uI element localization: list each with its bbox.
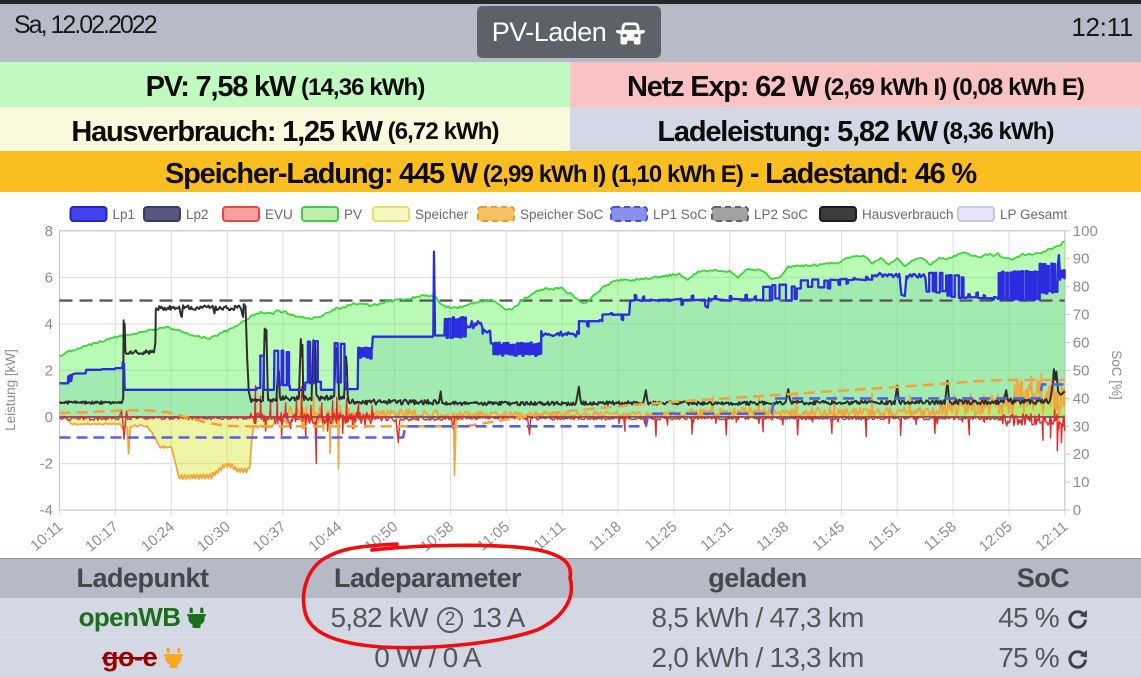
svg-text:-4: -4 <box>40 502 53 519</box>
svg-text:11:58: 11:58 <box>921 518 960 554</box>
svg-text:Leistung [kW]: Leistung [kW] <box>3 349 18 431</box>
svg-text:LP2 SoC: LP2 SoC <box>754 207 808 222</box>
svg-text:10:11: 10:11 <box>27 518 66 554</box>
svg-text:6: 6 <box>45 269 53 286</box>
svg-text:10:44: 10:44 <box>306 518 346 555</box>
svg-text:10: 10 <box>1073 474 1090 491</box>
svg-text:70: 70 <box>1073 307 1090 324</box>
svg-text:0: 0 <box>45 409 53 426</box>
svg-text:30: 30 <box>1073 418 1090 435</box>
svg-text:LP1 SoC: LP1 SoC <box>653 207 707 222</box>
svg-text:20: 20 <box>1073 446 1090 463</box>
svg-text:10:24: 10:24 <box>138 518 178 555</box>
svg-text:12:11: 12:11 <box>1033 518 1072 554</box>
svg-text:60: 60 <box>1073 335 1090 352</box>
svg-text:10:37: 10:37 <box>250 518 290 555</box>
svg-text:PV: PV <box>344 207 362 222</box>
svg-text:40: 40 <box>1073 390 1090 407</box>
svg-text:11:45: 11:45 <box>809 518 848 554</box>
svg-text:11:31: 11:31 <box>697 518 736 554</box>
svg-text:80: 80 <box>1073 279 1090 296</box>
svg-text:12:05: 12:05 <box>976 518 1016 555</box>
svg-text:11:11: 11:11 <box>531 518 569 554</box>
svg-text:4: 4 <box>45 316 53 333</box>
svg-text:LP Gesamt: LP Gesamt <box>1000 207 1068 222</box>
svg-text:EVU: EVU <box>265 207 293 222</box>
svg-text:10:30: 10:30 <box>194 518 234 555</box>
svg-text:11:51: 11:51 <box>865 518 904 554</box>
svg-text:Lp1: Lp1 <box>113 207 136 222</box>
svg-text:10:58: 10:58 <box>417 518 457 555</box>
svg-text:11:18: 11:18 <box>586 518 625 554</box>
svg-text:8: 8 <box>45 223 53 240</box>
svg-text:Hausverbrauch: Hausverbrauch <box>862 207 954 222</box>
svg-text:0: 0 <box>1073 502 1081 519</box>
svg-text:Lp2: Lp2 <box>186 207 209 222</box>
svg-text:Speicher: Speicher <box>415 207 469 222</box>
svg-text:10:50: 10:50 <box>361 518 401 555</box>
svg-text:100: 100 <box>1073 223 1098 240</box>
svg-text:90: 90 <box>1073 251 1090 268</box>
svg-text:SoC [%]: SoC [%] <box>1109 350 1124 400</box>
svg-text:11:05: 11:05 <box>474 518 513 554</box>
svg-text:-2: -2 <box>40 456 53 473</box>
svg-text:11:38: 11:38 <box>753 518 792 554</box>
svg-text:Speicher SoC: Speicher SoC <box>520 207 604 222</box>
svg-text:10:17: 10:17 <box>82 518 122 555</box>
svg-text:50: 50 <box>1073 363 1090 380</box>
svg-text:11:25: 11:25 <box>642 518 681 554</box>
svg-text:2: 2 <box>45 362 53 379</box>
